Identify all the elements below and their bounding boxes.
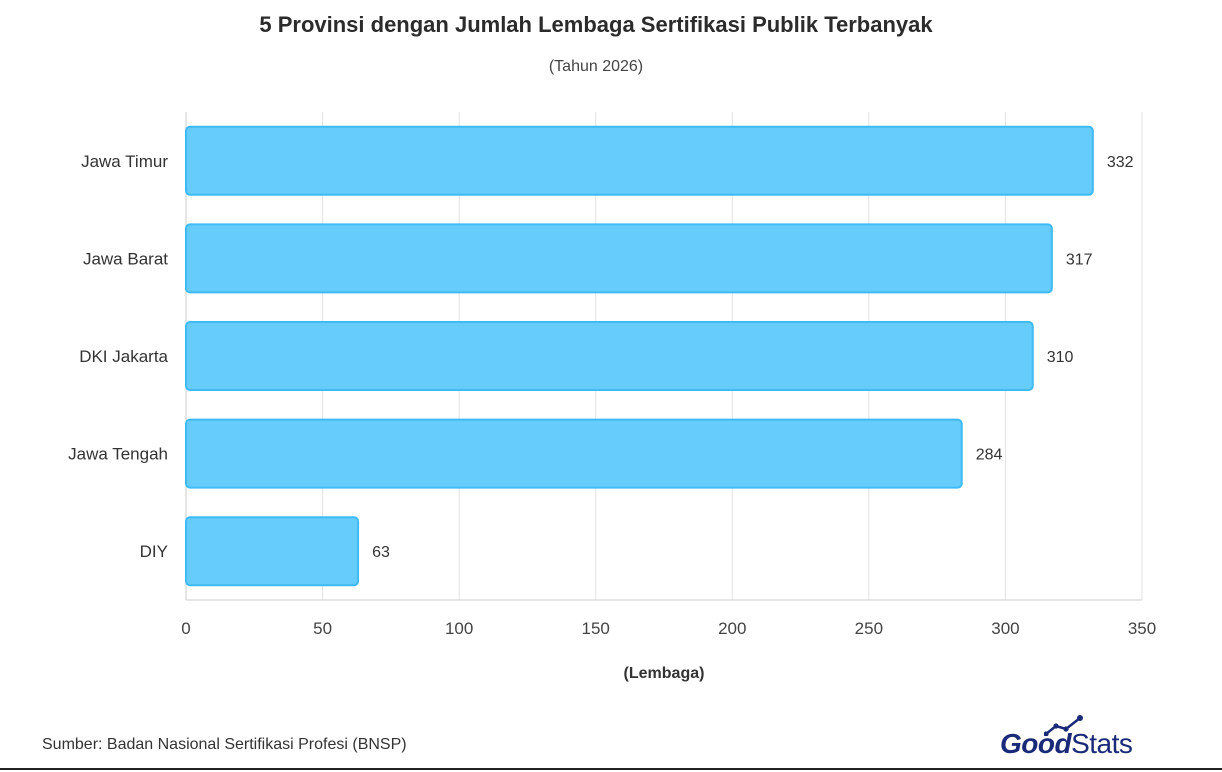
x-tick-label: 100 — [445, 619, 473, 638]
bar-value-label: 284 — [976, 447, 1003, 464]
chart-title: 5 Provinsi dengan Jumlah Lembaga Sertifi… — [259, 12, 933, 37]
goodstats-logo: GoodStats — [1000, 714, 1160, 762]
logo-stats-text: Stats — [1071, 728, 1133, 759]
trend-spark-icon — [1044, 715, 1083, 736]
y-category-label: Jawa Barat — [83, 249, 168, 268]
x-axis-label: (Lembaga) — [624, 665, 705, 682]
bar — [185, 516, 360, 587]
bar — [185, 418, 963, 489]
x-tick-label: 150 — [582, 619, 610, 638]
bar-value-label: 310 — [1047, 349, 1074, 366]
bar-value-label: 332 — [1107, 154, 1134, 171]
logo-good-text: Good — [1000, 728, 1072, 759]
x-tick-label: 250 — [855, 619, 883, 638]
y-category-label: Jawa Timur — [81, 152, 168, 171]
x-tick-label: 0 — [181, 619, 190, 638]
x-tick-label: 200 — [718, 619, 746, 638]
y-category-label: DIY — [140, 542, 168, 561]
x-tick-label: 300 — [991, 619, 1019, 638]
bar — [185, 125, 1094, 196]
bar-value-label: 317 — [1066, 251, 1093, 268]
x-tick-label: 350 — [1128, 619, 1156, 638]
y-category-label: Jawa Tengah — [68, 445, 168, 464]
bar — [185, 223, 1053, 294]
bottom-rule — [0, 768, 1222, 770]
bar-value-label: 63 — [372, 544, 390, 561]
y-category-label: DKI Jakarta — [79, 347, 168, 366]
source-note: Sumber: Badan Nasional Sertifikasi Profe… — [42, 736, 407, 753]
x-tick-label: 50 — [313, 619, 332, 638]
chart-subtitle: (Tahun 2026) — [548, 58, 644, 75]
bar — [185, 321, 1034, 391]
